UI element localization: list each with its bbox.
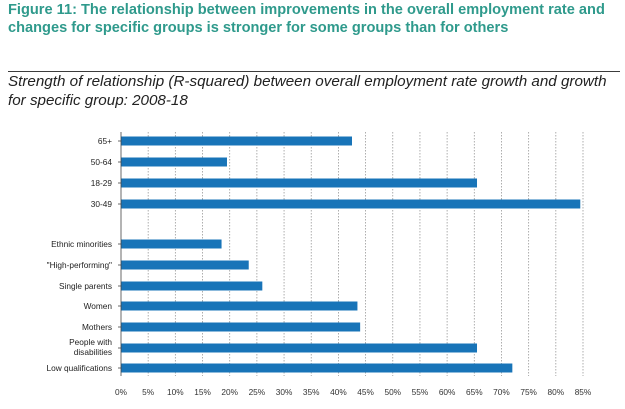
chart-subtitle: Strength of relationship (R-squared) bet…	[8, 73, 607, 109]
bar	[121, 239, 222, 249]
x-tick-label: 75%	[520, 387, 537, 397]
bar-chart: 65+ 50-64 18-29 30-49 Ethnic minorities "High…	[47, 132, 592, 397]
category-label: 18-29	[91, 178, 113, 188]
category-label: "High-performing"	[47, 260, 112, 270]
x-tick-label: 15%	[194, 387, 211, 397]
bar	[121, 260, 249, 270]
x-tick-label: 5%	[142, 387, 155, 397]
x-tick-label: 55%	[412, 387, 429, 397]
bar	[121, 301, 358, 311]
bar	[121, 136, 352, 146]
category-label: Mothers	[82, 322, 112, 332]
x-tick-label: 70%	[493, 387, 510, 397]
x-tick-label: 40%	[330, 387, 347, 397]
x-tick-label: 45%	[357, 387, 374, 397]
bar	[121, 363, 513, 373]
category-labels: 65+ 50-64 18-29 30-49 Ethnic minorities "High…	[47, 136, 113, 373]
bar	[121, 157, 227, 167]
x-tick-label: 0%	[115, 387, 128, 397]
x-tick-label: 50%	[384, 387, 401, 397]
x-tick-label: 85%	[575, 387, 592, 397]
bars	[121, 136, 581, 373]
grid-lines	[147, 132, 584, 376]
category-label: 65+	[98, 136, 112, 146]
x-tick-label: 30%	[276, 387, 293, 397]
x-tick-label: 25%	[249, 387, 266, 397]
bar	[121, 322, 361, 332]
bar	[121, 281, 263, 291]
x-tick-label: 60%	[439, 387, 456, 397]
category-label: 30-49	[91, 199, 113, 209]
figure-title: Figure 11: The relationship between impr…	[8, 2, 605, 36]
category-label: People with disabilities	[69, 337, 112, 357]
category-label: Ethnic minorities	[51, 239, 112, 249]
title-divider	[8, 71, 620, 72]
x-tick-label: 20%	[221, 387, 238, 397]
x-tick-label: 80%	[548, 387, 565, 397]
x-tick-label: 65%	[466, 387, 483, 397]
category-label: Low qualifications	[47, 363, 113, 373]
category-label: Women	[84, 301, 113, 311]
bar	[121, 178, 478, 188]
bar	[121, 343, 478, 353]
category-label: Single parents	[59, 281, 112, 291]
x-tick-label: 10%	[167, 387, 184, 397]
x-axis-ticks: 0% 5% 10% 15% 20% 25% 30% 35% 40% 45% 50% 55% 60% 65%…	[115, 140, 592, 397]
category-label: 50-64	[91, 157, 113, 167]
x-tick-label: 35%	[303, 387, 320, 397]
bar	[121, 199, 581, 209]
